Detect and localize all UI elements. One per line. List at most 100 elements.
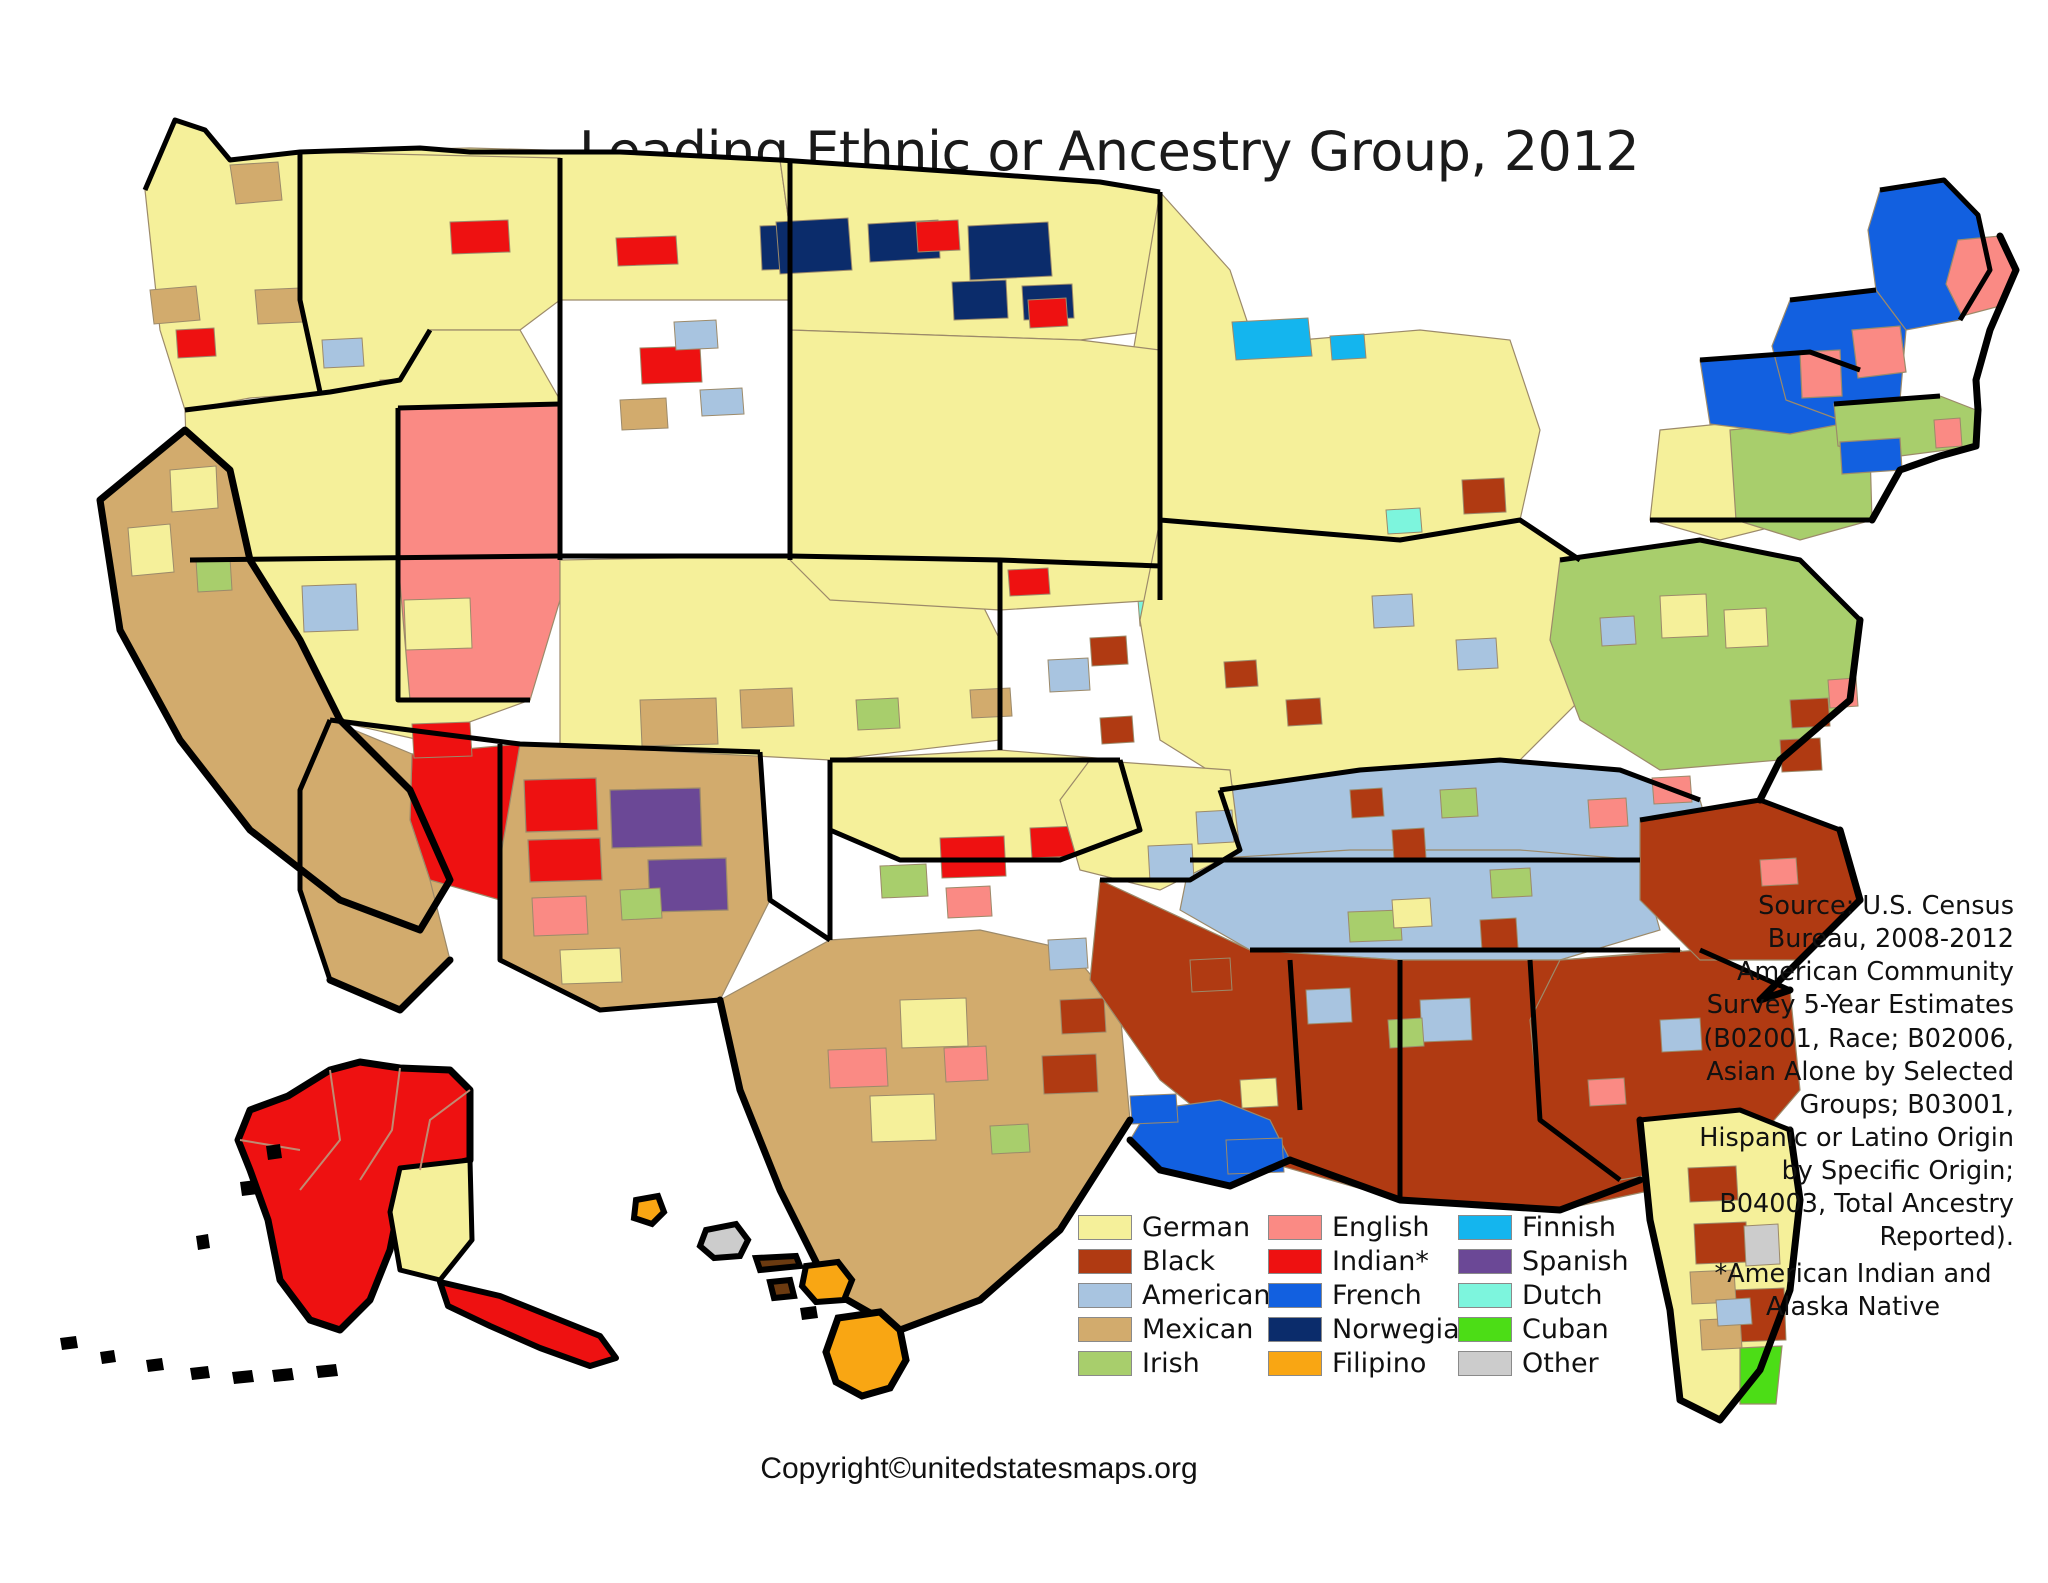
county-ri-english [1933, 417, 1963, 449]
county-ar-american-1 [1147, 843, 1195, 883]
county-nc-english-1 [1587, 797, 1629, 829]
region-nh-english [1851, 325, 1907, 379]
legend-label-english: English [1332, 1211, 1430, 1243]
legend-item-finnish[interactable]: Finnish [1458, 1210, 1648, 1244]
county-mi-finnish-1 [1231, 317, 1313, 361]
map-legend: German Black American Mexican Irish Engl… [1078, 1210, 1648, 1380]
legend-label-irish: Irish [1142, 1347, 1200, 1379]
county-ky-irish-1 [1439, 787, 1479, 819]
legend-label-dutch: Dutch [1522, 1279, 1603, 1311]
county-nd-indian-1 [915, 219, 961, 253]
legend-item-spanish[interactable]: Spanish [1458, 1244, 1648, 1278]
legend-swatch-cuban [1458, 1316, 1512, 1342]
legend-item-norwegian[interactable]: Norwegian [1268, 1312, 1477, 1346]
county-nd-norwegian-3 [967, 221, 1053, 281]
county-tx-american [1047, 937, 1089, 971]
legend-label-other: Other [1522, 1347, 1599, 1379]
county-md-black [1789, 697, 1831, 729]
coastline-outline [96, 232, 2020, 1424]
legend-swatch-filipino [1268, 1350, 1322, 1376]
legend-swatch-german [1078, 1214, 1132, 1240]
region-midwest [1139, 519, 1601, 791]
county-ga-english-1 [1587, 1077, 1627, 1107]
legend-swatch-other [1458, 1350, 1512, 1376]
legend-item-german[interactable]: German [1078, 1210, 1268, 1244]
county-al-irish [1387, 1017, 1425, 1049]
county-mt-indian-b [615, 235, 679, 267]
state-boundaries [142, 117, 1993, 1200]
county-id-american [321, 337, 365, 369]
legend-item-mexican[interactable]: Mexican [1078, 1312, 1268, 1346]
county-fl-other [1743, 1223, 1781, 1267]
legend-label-mexican: Mexican [1142, 1313, 1254, 1345]
county-la-german [1239, 1077, 1279, 1109]
legend-item-american[interactable]: American [1078, 1278, 1271, 1312]
county-mi-finnish-2 [1329, 333, 1367, 361]
county-al-american-1 [1419, 997, 1473, 1043]
county-tn-black-3 [1479, 917, 1519, 951]
county-mo-black [1099, 715, 1135, 745]
hawaii-bigisland-filipino [822, 1308, 910, 1400]
county-nv-american [301, 583, 359, 633]
county-pa-german-1 [1659, 593, 1709, 639]
county-mi-black [1461, 477, 1507, 515]
hawaii-maui [798, 1258, 856, 1306]
county-co-indian [411, 721, 473, 759]
county-ne-mexican [969, 687, 1013, 719]
county-la-french-2 [1225, 1137, 1285, 1175]
footnote-american-indian: *American Indian and Alaska Native [1714, 1259, 1992, 1323]
legend-item-english[interactable]: English [1268, 1210, 1458, 1244]
county-ok-indian-1 [939, 835, 1007, 879]
county-wy-mexican [619, 397, 669, 431]
contiguous-us [96, 117, 2020, 1424]
county-ga-american-1 [1659, 1017, 1703, 1053]
copyright-line: Copyright©unitedstatesmaps.org [760, 1452, 1198, 1485]
county-tx-german-1 [899, 997, 969, 1049]
county-ks-irish [855, 697, 901, 731]
county-ut-german-inset [403, 597, 473, 651]
hawaii-lanai [766, 1276, 798, 1302]
county-pa-german-2 [1723, 607, 1769, 649]
legend-item-french[interactable]: French [1268, 1278, 1458, 1312]
county-fl-american-1 [1715, 1297, 1753, 1327]
legend-swatch-dutch [1458, 1282, 1512, 1308]
legend-label-cuban: Cuban [1522, 1313, 1609, 1345]
county-tx-black-2 [1059, 997, 1107, 1035]
legend-label-american: American [1142, 1279, 1271, 1311]
legend-item-irish[interactable]: Irish [1078, 1346, 1268, 1380]
county-tx-irish [989, 1123, 1031, 1155]
county-ne-indian [1007, 567, 1051, 597]
region-nm-spanish-1 [609, 787, 703, 849]
legend-swatch-american [1078, 1282, 1132, 1308]
region-central-plains [789, 329, 1161, 611]
hawaii-molokai [751, 1252, 805, 1274]
county-nm-german-1 [559, 947, 623, 985]
county-tx-german-2 [869, 1093, 937, 1143]
legend-item-filipino[interactable]: Filipino [1268, 1346, 1458, 1380]
county-ia-black [1089, 635, 1129, 667]
legend-swatch-spanish [1458, 1248, 1512, 1274]
legend-item-cuban[interactable]: Cuban [1458, 1312, 1648, 1346]
alaska-county-lines [239, 1067, 471, 1191]
legend-item-black[interactable]: Black [1078, 1244, 1268, 1278]
legend-item-dutch[interactable]: Dutch [1458, 1278, 1648, 1312]
county-or-indian [175, 327, 217, 359]
legend-label-french: French [1332, 1279, 1422, 1311]
county-nm-english-1 [531, 895, 589, 937]
county-tn-german-1 [1391, 897, 1433, 929]
county-tn-black-2 [1391, 827, 1427, 861]
legend-label-indian: Indian* [1332, 1245, 1429, 1277]
legend-item-other[interactable]: Other [1458, 1346, 1648, 1380]
legend-item-indian[interactable]: Indian* [1268, 1244, 1458, 1278]
county-co-mexican-2 [739, 687, 795, 729]
hawaii-niihau [630, 1192, 668, 1228]
legend-swatch-french [1268, 1282, 1322, 1308]
legend-swatch-mexican [1078, 1316, 1132, 1342]
region-nm-indian-c [527, 837, 603, 883]
legend-swatch-english [1268, 1214, 1322, 1240]
county-ca-german-1 [169, 465, 219, 513]
county-co-mexican-1 [639, 697, 719, 747]
county-la-french-3 [1129, 1093, 1179, 1125]
